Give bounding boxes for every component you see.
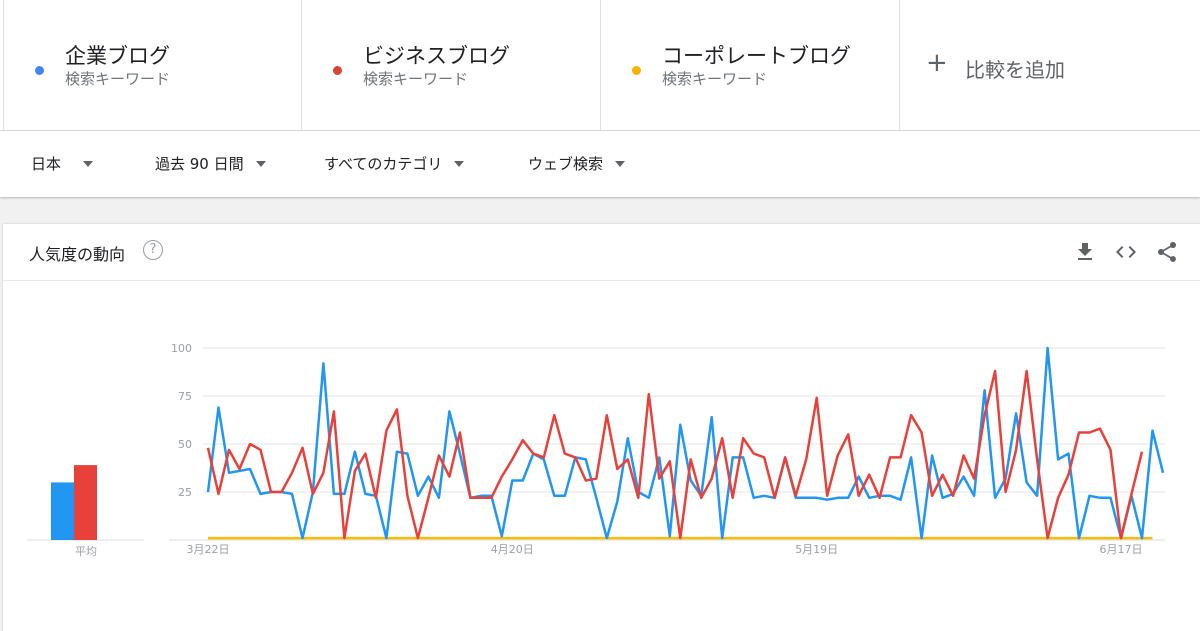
term-card-1[interactable]: ビジネスブログ 検索キーワード [302,0,601,130]
interest-over-time-card: 人気度の動向 ? 100 75 50 25 3月22日 4月20日 5月19日 … [3,224,1200,631]
comparison-terms-bar: 企業ブログ 検索キーワード ビジネスブログ 検索キーワード コーポレートブログ … [0,0,1200,131]
average-bar-blue [51,482,74,540]
caret-down-icon [615,160,626,167]
download-icon[interactable] [1073,240,1097,264]
term-type: 検索キーワード [662,70,768,88]
region-dropdown[interactable]: 日本 [31,153,94,174]
series-color-dot [35,66,44,75]
period-dropdown[interactable]: 過去 90 日間 [155,153,266,174]
series-color-dot [333,66,342,75]
card-title: 人気度の動向 [29,245,126,264]
card-header: 人気度の動向 ? [3,224,1200,281]
x-tick-label: 6月17日 [1100,543,1143,556]
x-tick-label: 5月19日 [795,543,838,556]
x-tick-label: 3月22日 [187,543,230,556]
interest-chart: 100 75 50 25 3月22日 4月20日 5月19日 6月17日 平均 [27,342,1165,558]
share-icon[interactable] [1155,240,1179,264]
x-tick-label: 4月20日 [491,543,534,556]
category-dropdown[interactable]: すべてのカテゴリ [324,153,465,174]
term-name: コーポレートブログ [662,44,851,68]
average-label: 平均 [75,545,97,558]
term-card-0[interactable]: 企業ブログ 検索キーワード [3,0,302,130]
add-comparison-button[interactable]: + 比較を追加 [900,0,1200,130]
series-color-dot [632,66,641,75]
filter-bar: 日本 過去 90 日間 すべてのカテゴリ ウェブ検索 [0,131,1200,197]
region-value: 日本 [31,155,62,173]
add-comparison-label: 比較を追加 [965,58,1065,82]
y-tick-label: 25 [178,486,192,499]
term-name: 企業ブログ [65,44,170,68]
term-type: 検索キーワード [65,70,171,88]
caret-down-icon [83,160,94,167]
term-name: ビジネスブログ [363,44,510,68]
average-bar-red [74,465,97,540]
y-tick-label: 50 [178,438,192,451]
search-type-dropdown[interactable]: ウェブ検索 [528,153,626,174]
category-value: すべてのカテゴリ [324,155,443,173]
search-type-value: ウェブ検索 [528,155,604,173]
plus-icon: + [926,48,948,78]
y-tick-label: 75 [178,390,192,403]
series-line-corporate-blog-kigyo [206,346,1165,540]
embed-code-icon[interactable] [1114,240,1138,264]
period-value: 過去 90 日間 [155,155,244,173]
series-line-business-blog [206,369,1144,540]
caret-down-icon [255,160,266,167]
y-tick-label: 100 [171,342,192,355]
caret-down-icon [454,160,465,167]
help-icon[interactable]: ? [143,240,163,260]
term-type: 検索キーワード [363,70,469,88]
term-card-2[interactable]: コーポレートブログ 検索キーワード [601,0,900,130]
